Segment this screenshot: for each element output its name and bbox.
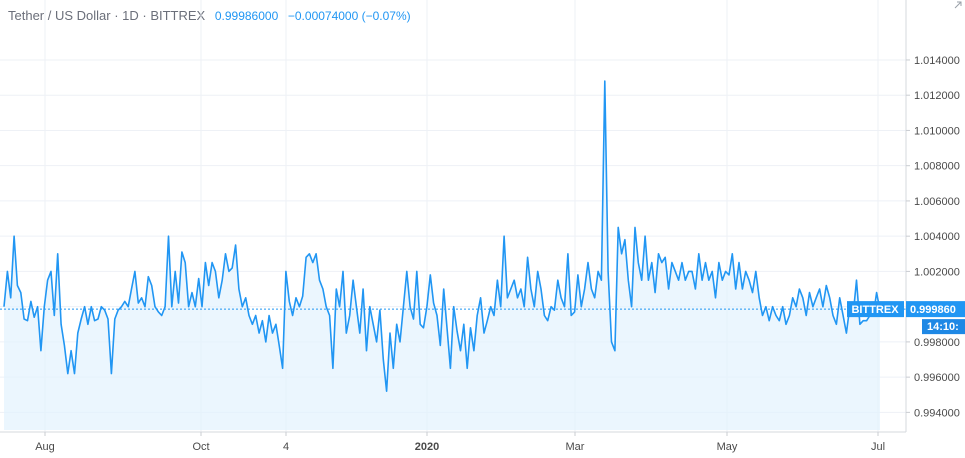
y-tick-label: 1.008000: [914, 161, 960, 173]
x-tick-label: Mar: [566, 441, 585, 453]
y-tick-label: 1.002000: [914, 266, 960, 278]
x-tick-label: May: [717, 441, 738, 453]
countdown-badge: [922, 319, 965, 335]
exchange-badge: [847, 301, 904, 318]
y-tick-label: 1.004000: [914, 231, 960, 243]
y-tick-label: 1.012000: [914, 90, 960, 102]
y-tick-label: 1.006000: [914, 196, 960, 208]
chart-header: Tether / US Dollar · 1D · BITTREX 0.9998…: [8, 8, 411, 23]
last-price: 0.99986000: [214, 9, 279, 23]
time-axis[interactable]: Aug Oct 4 2020 Mar May Jul: [35, 432, 885, 453]
x-tick-label: Aug: [35, 441, 55, 453]
exchange-badge-label: BITTREX: [851, 304, 899, 316]
price-line: [3, 80, 881, 392]
countdown-badge-label: 14:10:: [927, 321, 959, 333]
y-tick-label: 0.998000: [914, 337, 960, 349]
price-change: −0.00074000 (−0.07%): [287, 9, 411, 23]
symbol-title[interactable]: Tether / US Dollar · 1D · BITTREX: [8, 8, 206, 23]
x-tick-label: 4: [283, 441, 289, 453]
x-tick-label: Jul: [871, 441, 885, 453]
y-tick-label: 1.014000: [914, 55, 960, 67]
x-tick-label: Oct: [192, 441, 209, 453]
price-axis[interactable]: 1.014000 1.012000 1.010000 1.008000 1.006000…: [906, 55, 960, 419]
y-tick-label: 0.996000: [914, 372, 960, 384]
price-badges: BITTREX 0.999860 14:10:: [847, 301, 965, 335]
x-tick-label: 2020: [415, 441, 439, 453]
y-tick-label: 1.010000: [914, 125, 960, 137]
last-price-badge: [906, 301, 965, 318]
price-area-fill: [4, 81, 880, 430]
y-tick-label: 0.994000: [914, 407, 960, 419]
last-price-badge-label: 0.999860: [910, 304, 956, 316]
fullscreen-corner-icon[interactable]: [953, 0, 963, 10]
